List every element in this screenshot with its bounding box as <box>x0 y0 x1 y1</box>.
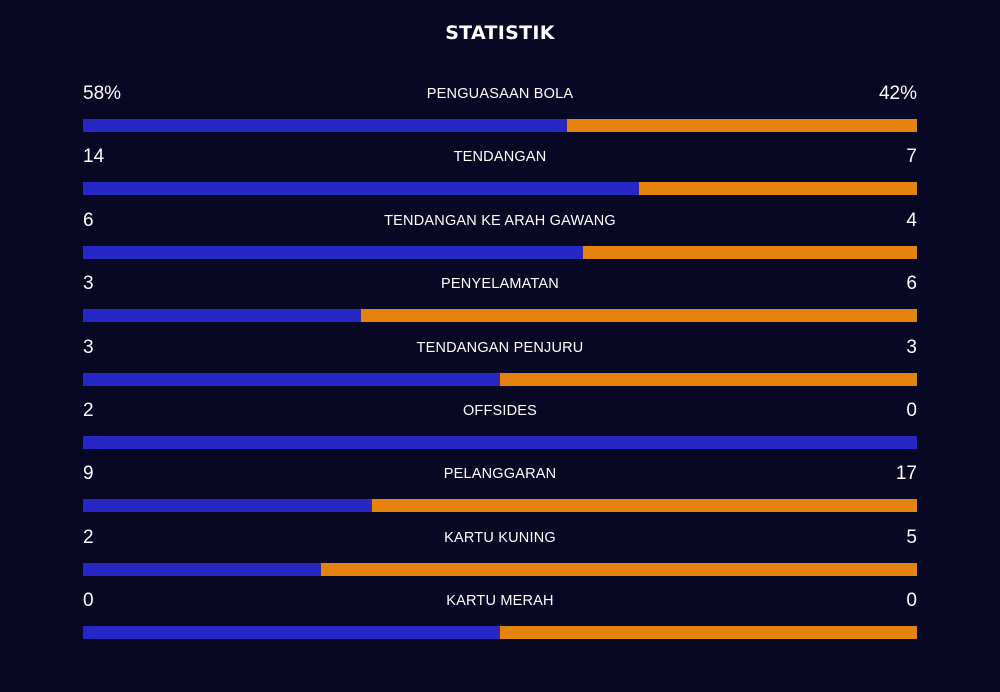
stat-row-yellow-cards: 2 KARTU KUNING 5 <box>83 524 917 577</box>
stat-label: TENDANGAN <box>453 149 547 166</box>
home-bar-fill <box>83 562 322 576</box>
home-value: 0 <box>83 590 94 612</box>
home-value: 3 <box>83 336 94 358</box>
home-value: 3 <box>83 273 94 295</box>
away-bar-fill <box>360 309 917 323</box>
comparison-bar <box>83 499 917 513</box>
comparison-bar <box>83 372 917 386</box>
stat-row-shots: 14 TENDANGAN 7 <box>83 143 917 196</box>
away-bar-fill <box>500 372 917 386</box>
home-bar-fill <box>83 372 500 386</box>
stat-label: OFFSIDES <box>462 402 538 419</box>
away-bar-fill <box>583 245 917 259</box>
stat-label: TENDANGAN KE ARAH GAWANG <box>384 212 616 229</box>
comparison-bar <box>83 309 917 323</box>
stat-label: KARTU MERAH <box>446 593 554 610</box>
stat-label: KARTU KUNING <box>444 529 556 546</box>
comparison-bar <box>83 435 917 449</box>
away-bar-fill <box>639 182 917 196</box>
home-bar-fill <box>83 182 640 196</box>
away-value: 6 <box>906 273 917 295</box>
stat-row-corners: 3 TENDANGAN PENJURU 3 <box>83 334 917 387</box>
comparison-bar <box>83 245 917 259</box>
stat-label: PENGUASAAN BOLA <box>426 86 574 102</box>
away-bar-fill <box>566 119 917 132</box>
comparison-bar <box>83 119 917 132</box>
home-value: 2 <box>83 526 94 548</box>
home-bar-fill <box>83 626 500 640</box>
stat-row-saves: 3 PENYELAMATAN 6 <box>83 270 917 323</box>
stat-row-shots-on-target: 6 TENDANGAN KE ARAH GAWANG 4 <box>83 207 917 260</box>
page-title: STATISTIK <box>445 22 555 44</box>
away-value: 4 <box>906 209 917 231</box>
away-value: 7 <box>906 146 917 168</box>
stat-label: PENYELAMATAN <box>441 276 559 293</box>
away-bar-fill <box>500 626 917 640</box>
stat-row-red-cards: 0 KARTU MERAH 0 <box>83 587 917 640</box>
away-bar-fill <box>371 499 917 513</box>
away-value: 42% <box>878 83 917 104</box>
home-bar-fill <box>83 309 361 323</box>
home-value: 2 <box>83 399 94 421</box>
stat-row-possession: 58% PENGUASAAN BOLA 42% <box>83 80 917 133</box>
comparison-bar <box>83 562 917 576</box>
home-bar-fill <box>83 435 917 449</box>
away-bar-fill <box>321 562 917 576</box>
away-value: 17 <box>895 463 917 485</box>
stats-list: 58% PENGUASAAN BOLA 42% 14 TENDANGAN 7 6… <box>83 80 917 651</box>
home-bar-fill <box>83 119 567 132</box>
away-value: 0 <box>906 590 917 612</box>
away-value: 0 <box>906 399 917 421</box>
stat-row-fouls: 9 PELANGGARAN 17 <box>83 460 917 513</box>
home-bar-fill <box>83 245 584 259</box>
away-value: 5 <box>906 526 917 548</box>
stat-label: TENDANGAN PENJURU <box>416 339 584 356</box>
stat-label: PELANGGARAN <box>443 466 557 483</box>
home-value: 14 <box>83 146 105 168</box>
home-value: 9 <box>83 463 94 485</box>
stat-row-offsides: 2 OFFSIDES 0 <box>83 397 917 450</box>
comparison-bar <box>83 626 917 640</box>
home-value: 6 <box>83 209 94 231</box>
home-value: 58% <box>83 83 122 104</box>
away-value: 3 <box>906 336 917 358</box>
comparison-bar <box>83 182 917 196</box>
home-bar-fill <box>83 499 372 513</box>
